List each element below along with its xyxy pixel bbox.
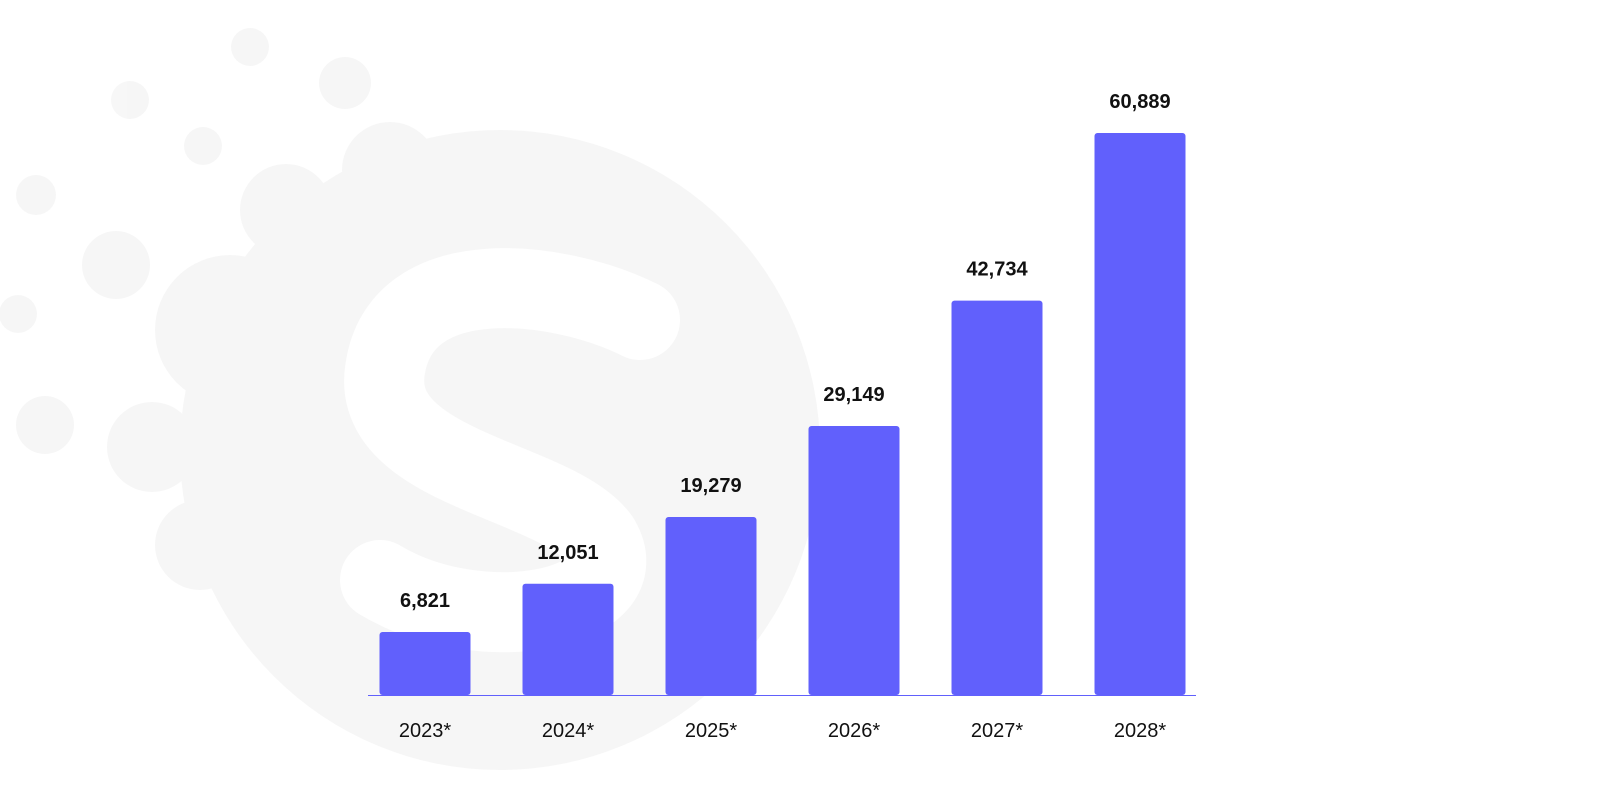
- x-tick-label: 2028*: [1114, 720, 1166, 742]
- value-label: 6,821: [400, 590, 450, 612]
- x-tick-labels-group: 2023* 2024* 2025* 2026* 2027* 2028*: [399, 720, 1166, 742]
- x-tick-label: 2025*: [685, 720, 737, 742]
- x-tick-label: 2026*: [828, 720, 880, 742]
- x-tick-label: 2024*: [542, 720, 594, 742]
- value-label: 19,279: [680, 475, 741, 497]
- x-tick-label: 2027*: [971, 720, 1023, 742]
- value-label: 42,734: [966, 259, 1028, 281]
- bar-2027: [951, 300, 1043, 695]
- value-label: 12,051: [537, 542, 598, 564]
- value-labels-group: 6,821 12,051 19,279 29,149 42,734 60,889: [400, 91, 1171, 612]
- bar-2026: [808, 425, 900, 695]
- bar-2028: [1094, 133, 1186, 695]
- bar-2023: [379, 632, 471, 695]
- value-label: 29,149: [823, 384, 884, 406]
- bars-group: [379, 133, 1186, 695]
- x-tick-label: 2023*: [399, 720, 451, 742]
- value-label: 60,889: [1109, 91, 1170, 113]
- bar-2024: [522, 583, 614, 695]
- bar-2025: [665, 517, 757, 695]
